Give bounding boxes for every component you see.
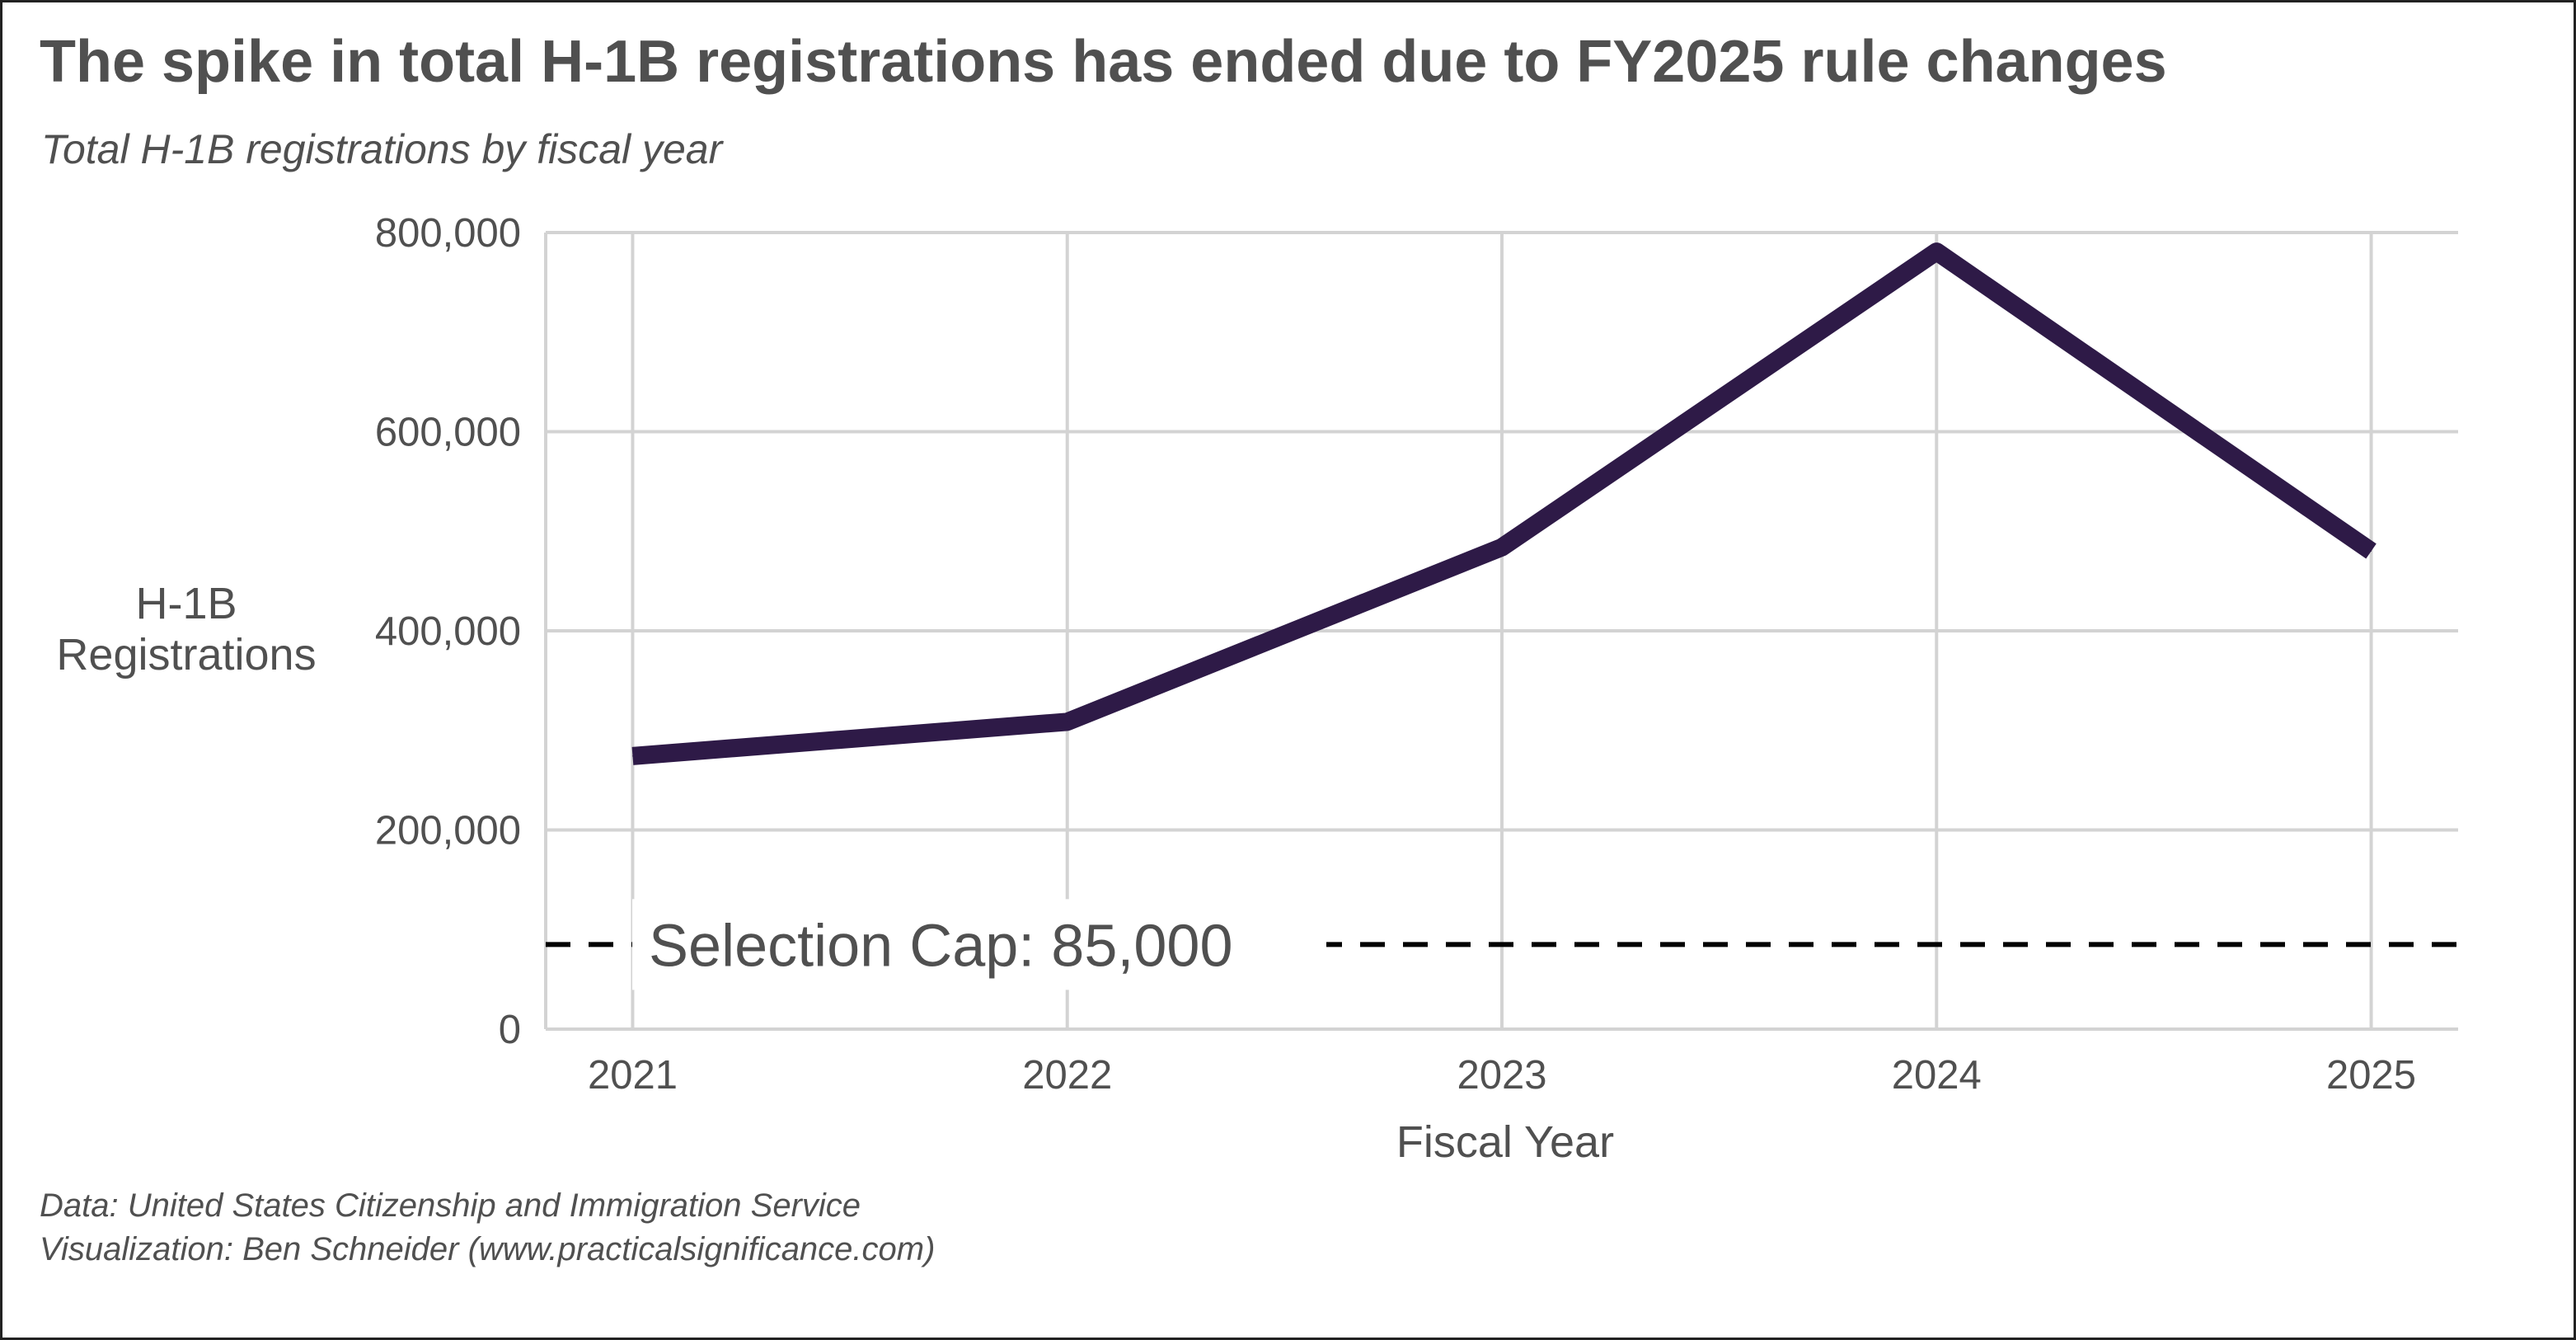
x-tick-label: 2025 [2326,1053,2416,1098]
caption-data-source: Data: United States Citizenship and Immi… [40,1187,861,1224]
y-axis-title-line: Registrations [56,630,316,679]
y-axis-title-line: H-1B [135,579,237,628]
chart-subtitle: Total H-1B registrations by fiscal year [41,126,723,172]
x-tick-label: 2022 [1022,1053,1112,1098]
y-tick-label: 0 [499,1008,521,1052]
x-tick-label: 2023 [1457,1053,1546,1098]
y-tick-label: 800,000 [375,211,521,256]
selection-cap-label-background [632,899,1326,990]
x-tick-label: 2024 [1892,1053,1982,1098]
y-axis-title: H-1B Registrations [56,579,316,679]
x-axis-title: Fiscal Year [1396,1117,1614,1167]
y-tick-label: 400,000 [375,609,521,654]
x-tick-label: 2021 [588,1053,678,1098]
registrations-point [2371,550,2372,552]
axis-layer: 0 200,000 400,000 600,000 800,000 2021 2022 202… [56,211,2458,1167]
grid-layer [546,231,2458,1029]
chart-title: The spike in total H-1B registrations ha… [40,29,2167,95]
series-layer [631,242,2377,765]
registrations-point [631,755,633,757]
y-tick-label: 200,000 [375,809,521,853]
registrations-point [1501,547,1503,548]
caption-visualization-credit: Visualization: Ben Schneider (www.practi… [40,1231,936,1267]
selection-cap-label: Selection Cap: 85,000 [649,913,1233,979]
y-tick-label: 600,000 [375,411,521,455]
reference-layer: Selection Cap: 85,000 [546,899,2458,990]
